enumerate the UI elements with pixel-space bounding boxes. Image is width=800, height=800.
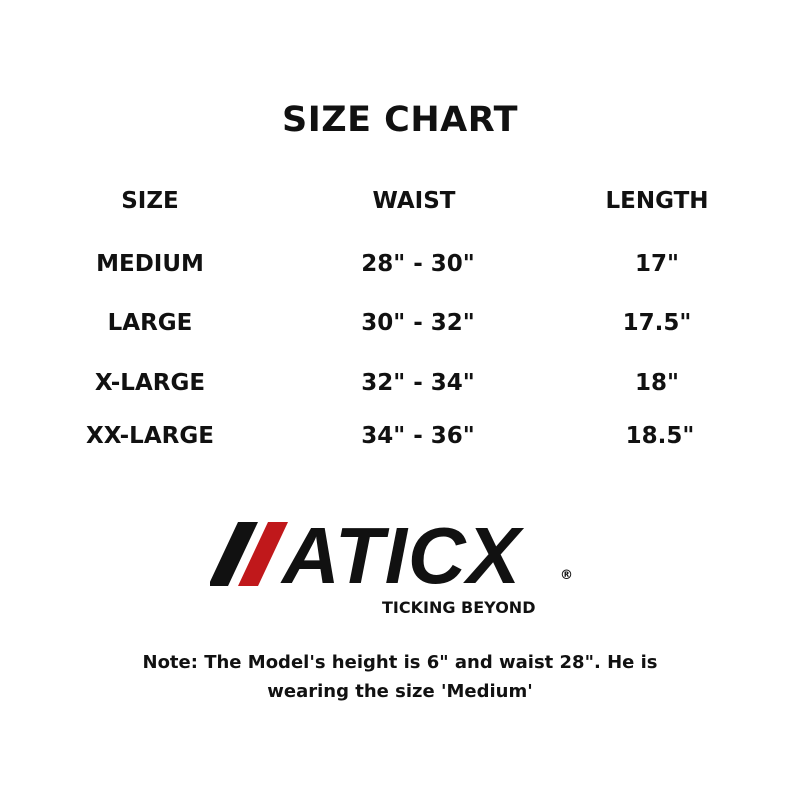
size-cell: MEDIUM (96, 251, 204, 277)
waist-cell: 30" - 32" (361, 310, 475, 336)
brand-name: ATICX (282, 511, 522, 600)
waist-cell: 28" - 30" (361, 251, 475, 277)
length-cell: 17" (635, 251, 679, 277)
note-line: wearing the size 'Medium' (267, 681, 533, 702)
header-size: SIZE (121, 188, 179, 214)
length-cell: 18" (635, 370, 679, 396)
length-cell: 18.5" (625, 423, 695, 449)
length-cell: 17.5" (622, 310, 692, 336)
brand-tagline: TICKING BEYOND (382, 598, 536, 617)
waist-cell: 32" - 34" (361, 370, 475, 396)
model-note: Note: The Model's height is 6" and waist… (100, 648, 700, 706)
size-cell: X-LARGE (94, 370, 206, 396)
header-length: LENGTH (605, 188, 709, 214)
page-title: SIZE CHART (281, 100, 519, 140)
note-line: Note: The Model's height is 6" and waist… (142, 652, 658, 673)
header-waist: WAIST (372, 188, 456, 214)
logo-slashes-icon (210, 522, 288, 586)
registered-mark: ® (560, 568, 573, 583)
waist-cell: 34" - 36" (361, 423, 475, 449)
size-cell: LARGE (107, 310, 193, 336)
size-cell: XX-LARGE (86, 423, 214, 449)
